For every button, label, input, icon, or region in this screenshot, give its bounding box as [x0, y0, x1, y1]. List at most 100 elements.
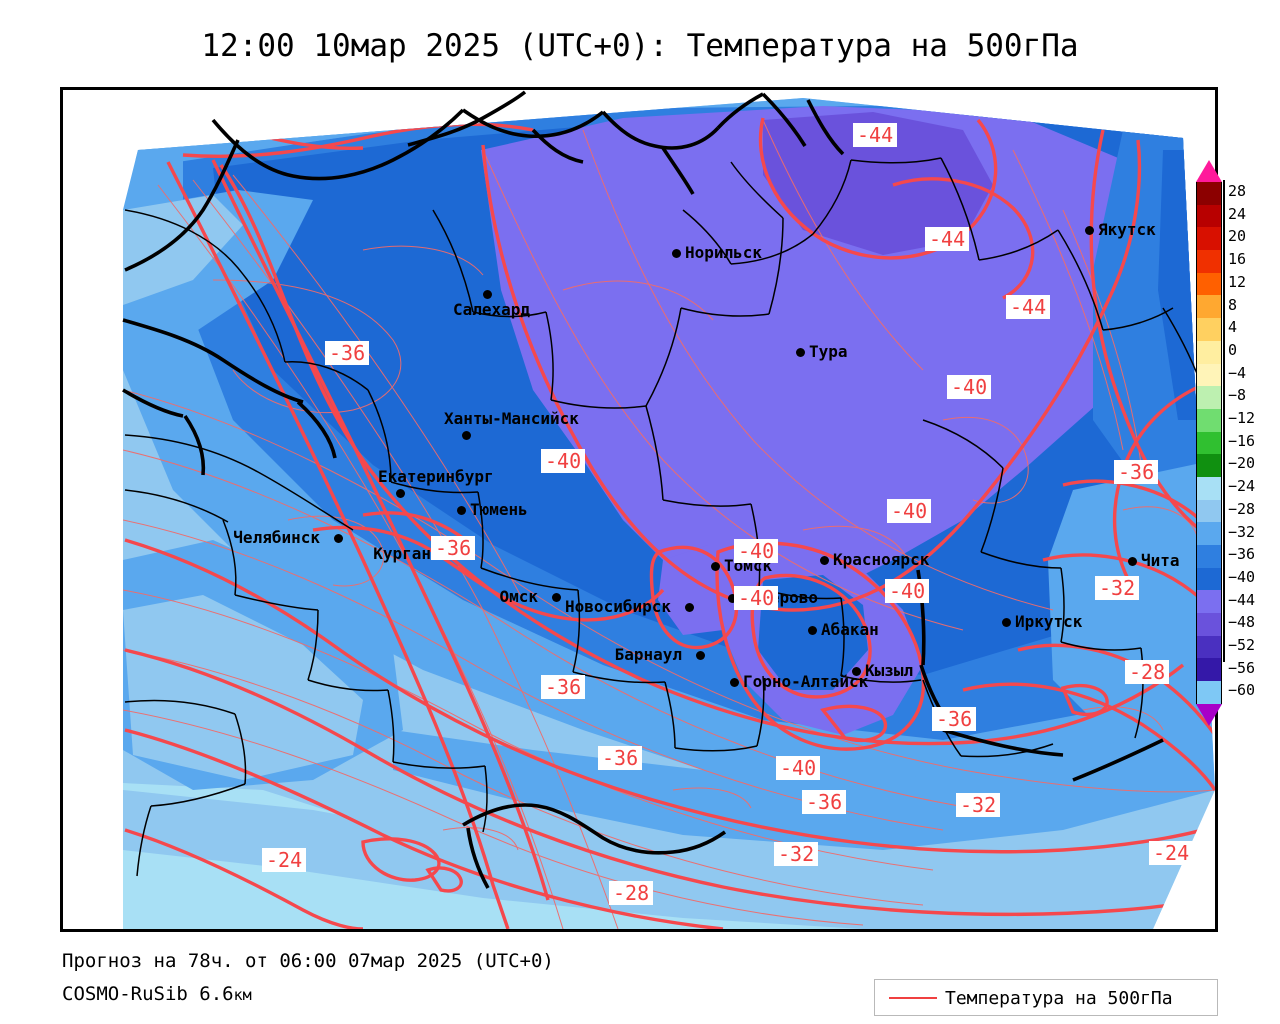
city-label: Норильск — [685, 243, 763, 262]
colorbar-bands — [1196, 182, 1222, 704]
contour-value-label: -40 — [947, 375, 992, 399]
contour-value-label: -36 — [802, 790, 847, 814]
colorbar-band — [1196, 295, 1222, 319]
map-canvas[interactable]: Норильск Тура Якутск Салехард Ханты-Мансийск… — [63, 90, 1215, 929]
city-label: Тура — [809, 342, 848, 361]
contour-value-label: -28 — [1125, 660, 1170, 684]
colorbar-under-arrow — [1196, 704, 1222, 727]
city-label: Абакан — [821, 620, 879, 639]
colorbar-tick: −48 — [1228, 613, 1256, 632]
contour-value-label: -36 — [1114, 460, 1159, 484]
legend-line-icon — [889, 997, 937, 999]
legend-box: Температура на 500гПа — [874, 979, 1218, 1016]
colorbar-tick: −24 — [1228, 477, 1256, 496]
city-dot-icon — [685, 603, 694, 612]
contour-value-label: -36 — [431, 536, 476, 560]
model-unit: км — [233, 986, 252, 1004]
city-label: Чита — [1141, 551, 1180, 570]
colorbar-tick: 20 — [1228, 227, 1247, 246]
city-dot-icon — [808, 626, 817, 635]
colorbar-tick: 28 — [1228, 182, 1247, 200]
contour-value-label: -24 — [262, 848, 307, 872]
colorbar-band — [1196, 567, 1222, 591]
colorbar-tick: 24 — [1228, 204, 1247, 223]
colorbar-band — [1196, 613, 1222, 636]
city-label: Иркутск — [1015, 612, 1083, 631]
city-dot-icon — [552, 593, 561, 602]
colorbar-tick: −12 — [1228, 409, 1256, 427]
contour-value-label: -40 — [734, 539, 779, 563]
colorbar-band — [1196, 590, 1222, 614]
contour-value-label: -24 — [1149, 841, 1194, 865]
city-label: Омск — [499, 587, 538, 606]
city-dot-icon — [852, 667, 861, 676]
contour-value-label: -40 — [776, 756, 821, 780]
colorbar-tick: −16 — [1228, 431, 1256, 450]
colorbar-band — [1196, 250, 1222, 273]
contour-value-label: -40 — [885, 579, 930, 603]
city-dot-icon — [457, 506, 466, 515]
map-frame[interactable]: Норильск Тура Якутск Салехард Ханты-Мансийск… — [60, 87, 1218, 932]
colorbar-band — [1196, 363, 1222, 387]
colorbar-tick: −44 — [1228, 590, 1256, 609]
colorbar-axis — [1223, 180, 1225, 662]
contour-value-label: -36 — [541, 675, 586, 699]
model-name: COSMO-RuSib 6.6 — [62, 983, 234, 1005]
colorbar-tick: 0 — [1228, 340, 1238, 359]
contour-value-label: -40 — [541, 449, 586, 473]
page-title: 12:00 10мар 2025 (UTC+0): Температура на… — [201, 28, 1079, 64]
contour-value-label: -44 — [853, 123, 898, 147]
city-label: Ханты-Мансийск — [444, 409, 579, 428]
contour-value-label: -32 — [956, 793, 1001, 817]
city-label: Курган — [373, 544, 431, 563]
city-dot-icon — [396, 489, 405, 498]
city-dot-icon — [1002, 618, 1011, 627]
city-dot-icon — [462, 431, 471, 440]
contour-value-label: -36 — [932, 707, 977, 731]
colorbar-band — [1196, 681, 1222, 704]
colorbar-tick: −40 — [1228, 567, 1256, 586]
city-dot-icon — [711, 562, 720, 571]
colorbar-band — [1196, 204, 1222, 228]
colorbar-tick: 12 — [1228, 272, 1247, 291]
colorbar-band — [1196, 431, 1222, 455]
temperature-colorbar[interactable]: 28 24 20 16 12 8 4 0 −4 −8 −12 −16 −20 −24 −28 −32 −36 −4… — [1196, 160, 1280, 727]
city-label: Челябинск — [233, 528, 320, 547]
colorbar-tick: −8 — [1228, 386, 1247, 405]
colorbar-band — [1196, 454, 1222, 477]
contour-value-label: -44 — [1006, 295, 1051, 319]
city-dot-icon — [728, 594, 737, 603]
city-dot-icon — [696, 651, 705, 660]
colorbar-tick: −20 — [1228, 454, 1256, 473]
city-label: Красноярск — [833, 550, 930, 569]
colorbar-band — [1196, 386, 1222, 409]
colorbar-tick: −52 — [1228, 636, 1256, 654]
colorbar-band — [1196, 635, 1222, 659]
colorbar-band — [1196, 227, 1222, 251]
city-dot-icon — [1085, 226, 1094, 235]
contour-value-label: -28 — [609, 881, 654, 905]
city-label: Горно-Алтайск — [743, 672, 869, 691]
city-dot-icon — [796, 348, 805, 357]
city-dot-icon — [483, 290, 492, 299]
city-label: Барнаул — [614, 645, 682, 664]
city-label: Тюмень — [470, 500, 528, 519]
colorbar-band — [1196, 545, 1222, 568]
contour-value-label: -36 — [598, 746, 643, 770]
legend-label: Температура на 500гПа — [945, 988, 1173, 1009]
city-label: Екатеринбург — [378, 467, 494, 486]
colorbar-band — [1196, 272, 1222, 296]
contour-value-label: -36 — [325, 341, 370, 365]
contour-value-label: -40 — [887, 499, 932, 523]
colorbar-band — [1196, 182, 1222, 205]
colorbar-tick: −60 — [1228, 681, 1256, 700]
colorbar-tick: 8 — [1228, 295, 1238, 314]
colorbar-tick: −4 — [1228, 363, 1247, 382]
contour-value-label: -44 — [925, 227, 970, 251]
colorbar-tick: 4 — [1228, 318, 1238, 337]
city-dot-icon — [1128, 557, 1137, 566]
colorbar-band — [1196, 499, 1222, 523]
contour-value-label: -40 — [734, 586, 779, 610]
temperature-field-svg — [63, 90, 1215, 929]
